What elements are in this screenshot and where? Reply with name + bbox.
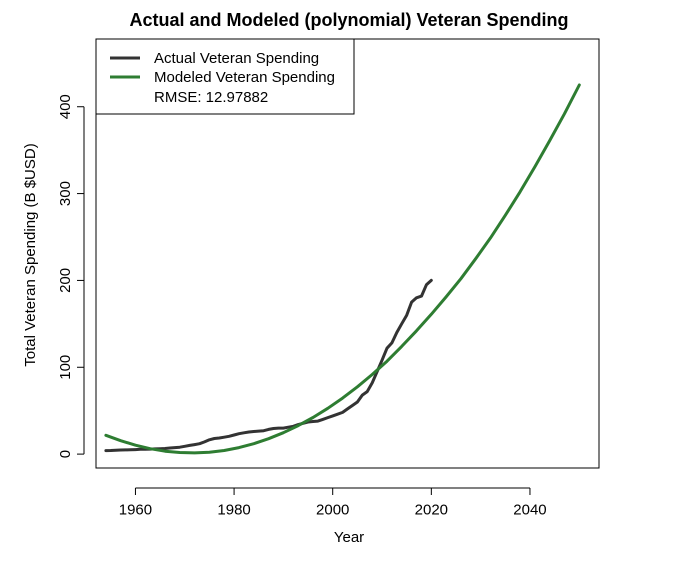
x-axis-label: Year	[334, 529, 364, 546]
x-tick-label: 2000	[316, 501, 349, 518]
legend-label-actual: Actual Veteran Spending	[154, 50, 319, 67]
chart-title: Actual and Modeled (polynomial) Veteran …	[129, 10, 568, 30]
x-tick-label: 2020	[415, 501, 448, 518]
legend-note-rmse: RMSE: 12.97882	[154, 89, 268, 106]
x-tick-label: 1960	[119, 501, 152, 518]
y-tick-label: 100	[57, 355, 74, 380]
y-tick-label: 0	[57, 450, 74, 458]
x-axis: 1960 1980 2000 2020 2040	[119, 487, 547, 518]
y-axis-label: Total Veteran Spending (B $USD)	[22, 143, 39, 366]
y-tick-label: 400	[57, 94, 74, 119]
legend-label-modeled: Modeled Veteran Spending	[154, 69, 335, 86]
series-line-modeled	[104, 83, 581, 455]
x-tick-label: 2040	[513, 501, 546, 518]
legend-box	[95, 38, 355, 115]
y-tick-label: 200	[57, 268, 74, 293]
y-axis: 0 100 200 300 400	[57, 94, 85, 458]
x-tick-label: 1980	[217, 501, 250, 518]
legend: Actual Veteran Spending Modeled Veteran …	[95, 38, 355, 115]
y-tick-label: 300	[57, 181, 74, 206]
series-layer	[104, 83, 581, 455]
